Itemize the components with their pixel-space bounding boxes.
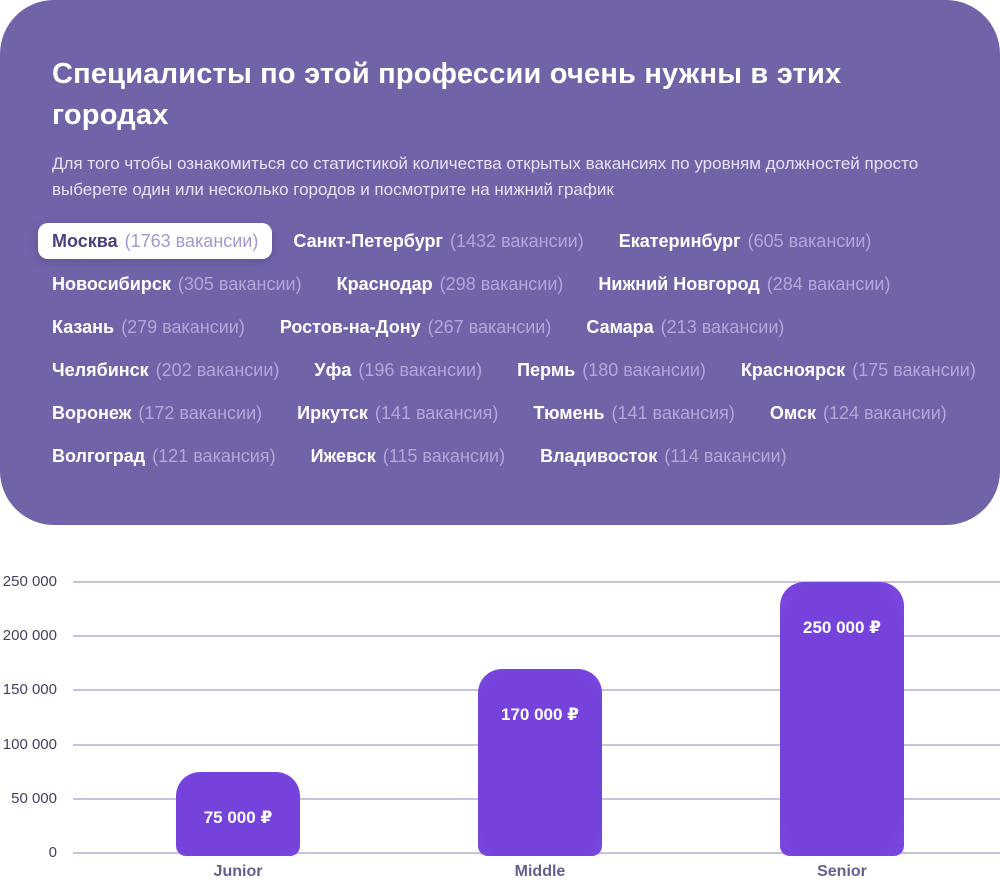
city-chip-name: Краснодар [336, 273, 433, 294]
x-axis-label-middle: Middle [514, 863, 566, 880]
city-chip-name: Самара [586, 316, 654, 337]
city-chip-name: Пермь [517, 359, 576, 380]
city-chip-count: (180 вакансии) [582, 359, 706, 380]
city-chip-name: Красноярск [740, 359, 846, 380]
city-chip-count: (1432 вакансии) [449, 230, 584, 251]
card-subtitle: Для того чтобы ознакомиться со статистик… [52, 154, 919, 199]
salary-by-level-chart: 250 000 200 000 150 000 100 000 50 000 0 75 00… [0, 560, 1000, 887]
city-chip-count: (298 вакансии) [439, 273, 564, 294]
city-chip-row: Новосибирск (305 вакансии) Краснодар (298 в… [38, 266, 948, 302]
city-chip-row: Москва (1763 вакансии) Санкт-Петербург (143… [38, 223, 948, 260]
bar-senior: 250 000 ₽ [780, 582, 904, 856]
city-chip-count: (175 вакансии) [852, 359, 976, 380]
city-chip-name: Ижевск [310, 445, 376, 466]
city-chip-name: Санкт-Петербург [293, 230, 443, 251]
y-axis-tick-label: 100 000 [2, 735, 57, 753]
city-chip-name: Москва [52, 230, 118, 251]
city-chip-name: Челябинск [52, 359, 149, 380]
city-chip-count: (605 вакансии) [747, 230, 872, 251]
city-chip-0-2[interactable]: Екатеринбург (605 вакансии) [605, 223, 886, 259]
city-chip-0-1[interactable]: Санкт-Петербург (1432 вакансии) [279, 223, 597, 259]
city-chip-name: Уфа [314, 359, 352, 380]
city-chip-row: Челябинск (202 вакансии) Уфа (196 вакансии)… [38, 352, 976, 388]
y-axis-tick-label: 0 [48, 844, 57, 861]
bar-junior: 75 000 ₽ [176, 771, 300, 856]
city-chip-count: (1763 вакансии) [124, 230, 259, 251]
chart-plot-area: 250 000 200 000 150 000 100 000 50 000 0 75 00… [0, 560, 1000, 887]
city-chip-name: Казань [52, 316, 115, 337]
city-chip-count: (267 вакансии) [427, 316, 552, 337]
cities-header-card: Специалисты по этой профессии очень нужн… [0, 0, 1000, 525]
city-chip-1-0[interactable]: Новосибирск (305 вакансии) [38, 266, 316, 302]
bar-value-label: 170 000 ₽ [500, 704, 579, 724]
city-chip-3-2[interactable]: Пермь (180 вакансии) [503, 352, 720, 388]
city-chip-0-0[interactable]: Москва (1763 вакансии) [38, 223, 273, 260]
city-chip-5-1[interactable]: Ижевск (115 вакансии) [297, 438, 520, 474]
city-chip-name: Волгоград [52, 445, 146, 466]
city-chip-count: (141 вакансия) [611, 402, 735, 423]
y-axis-tick-label: 150 000 [2, 681, 57, 699]
city-chip-2-0[interactable]: Казань (279 вакансии) [38, 309, 259, 345]
city-chip-name: Екатеринбург [618, 230, 741, 251]
city-chip-3-0[interactable]: Челябинск (202 вакансии) [38, 352, 293, 388]
city-chip-name: Иркутск [297, 402, 368, 423]
city-chip-name: Ростов-на-Дону [279, 316, 421, 337]
city-chip-count: (121 вакансия) [152, 445, 276, 466]
city-chip-name: Омск [769, 402, 817, 423]
city-chip-name: Новосибирск [52, 273, 171, 294]
city-chip-5-2[interactable]: Владивосток (114 вакансии) [526, 438, 801, 474]
city-chip-name: Владивосток [540, 445, 658, 466]
bar-value-label: 250 000 ₽ [802, 618, 881, 637]
city-chip-count: (124 вакансии) [823, 402, 947, 423]
city-chip-name: Воронеж [52, 402, 132, 423]
city-chip-4-1[interactable]: Иркутск (141 вакансия) [283, 395, 512, 431]
y-axis-tick-label: 200 000 [2, 627, 57, 645]
bar-value-label: 75 000 ₽ [203, 807, 273, 827]
city-chip-row: Казань (279 вакансии) Ростов-на-Дону (267 в… [38, 309, 948, 345]
city-chip-3-1[interactable]: Уфа (196 вакансии) [300, 352, 496, 388]
city-chip-count: (141 вакансия) [374, 402, 499, 423]
city-chip-4-0[interactable]: Воронеж (172 вакансии) [38, 395, 276, 431]
gridline [73, 581, 1000, 583]
bar-middle: 170 000 ₽ [478, 668, 602, 856]
city-chip-4-3[interactable]: Омск (124 вакансии) [756, 395, 961, 431]
city-chip-row: Воронеж (172 вакансии) Иркутск (141 ваканси… [38, 395, 948, 431]
city-chip-count: (213 вакансии) [660, 316, 785, 337]
city-chip-5-0[interactable]: Волгоград (121 вакансия) [38, 438, 290, 474]
city-chip-row: Волгоград (121 вакансия) Ижевск (115 ваканс… [38, 438, 948, 474]
city-chip-count: (284 вакансии) [766, 273, 891, 294]
city-chip-count: (196 вакансии) [358, 359, 483, 380]
y-axis-tick-label: 50 000 [11, 789, 57, 807]
gridline [73, 635, 1000, 638]
city-chip-count: (305 вакансии) [177, 273, 302, 294]
city-chip-count: (279 вакансии) [121, 316, 245, 337]
city-chip-4-2[interactable]: Тюмень (141 вакансия) [519, 395, 749, 431]
city-chip-3-3[interactable]: Красноярск (175 вакансии) [727, 352, 990, 388]
city-chip-count: (202 вакансии) [155, 359, 280, 380]
city-chip-name: Нижний Новгород [598, 273, 760, 294]
x-axis-label-junior: Junior [213, 863, 263, 880]
page-title: Специалисты по этой профессии очень нужн… [52, 58, 842, 131]
city-chip-count: (114 вакансии) [664, 445, 787, 466]
city-chip-1-2[interactable]: Нижний Новгород (284 вакансии) [584, 266, 904, 302]
city-chip-1-1[interactable]: Краснодар (298 вакансии) [323, 266, 578, 302]
city-chip-name: Тюмень [533, 402, 605, 423]
city-chip-count: (115 вакансии) [382, 445, 506, 466]
y-axis-tick-label: 250 000 [2, 573, 57, 590]
x-axis-label-senior: Senior [817, 863, 867, 880]
city-chip-2-2[interactable]: Самара (213 вакансии) [572, 309, 798, 345]
city-filter-list: Москва (1763 вакансии) Санкт-Петербург (143… [38, 223, 976, 474]
city-chip-count: (172 вакансии) [138, 402, 263, 423]
city-chip-2-1[interactable]: Ростов-на-Дону (267 вакансии) [266, 309, 566, 345]
